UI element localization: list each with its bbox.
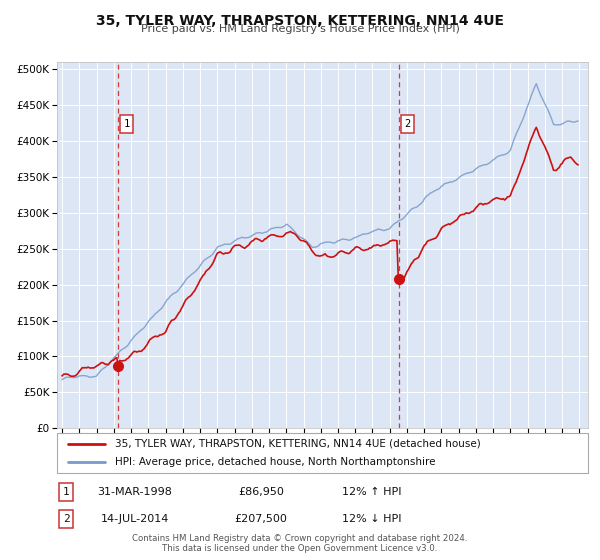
Text: 1: 1 bbox=[62, 487, 70, 497]
Text: £207,500: £207,500 bbox=[235, 514, 287, 524]
Text: 2: 2 bbox=[62, 514, 70, 524]
Text: Contains HM Land Registry data © Crown copyright and database right 2024.: Contains HM Land Registry data © Crown c… bbox=[132, 534, 468, 543]
Text: 14-JUL-2014: 14-JUL-2014 bbox=[101, 514, 169, 524]
Text: Price paid vs. HM Land Registry's House Price Index (HPI): Price paid vs. HM Land Registry's House … bbox=[140, 24, 460, 34]
Text: HPI: Average price, detached house, North Northamptonshire: HPI: Average price, detached house, Nort… bbox=[115, 458, 436, 467]
Text: 12% ↑ HPI: 12% ↑ HPI bbox=[342, 487, 402, 497]
Text: 12% ↓ HPI: 12% ↓ HPI bbox=[342, 514, 402, 524]
Text: 31-MAR-1998: 31-MAR-1998 bbox=[98, 487, 172, 497]
Text: 2: 2 bbox=[404, 119, 410, 129]
Text: 35, TYLER WAY, THRAPSTON, KETTERING, NN14 4UE (detached house): 35, TYLER WAY, THRAPSTON, KETTERING, NN1… bbox=[115, 439, 481, 449]
Text: 35, TYLER WAY, THRAPSTON, KETTERING, NN14 4UE: 35, TYLER WAY, THRAPSTON, KETTERING, NN1… bbox=[96, 14, 504, 28]
Text: This data is licensed under the Open Government Licence v3.0.: This data is licensed under the Open Gov… bbox=[163, 544, 437, 553]
Text: 1: 1 bbox=[124, 119, 130, 129]
Text: £86,950: £86,950 bbox=[238, 487, 284, 497]
